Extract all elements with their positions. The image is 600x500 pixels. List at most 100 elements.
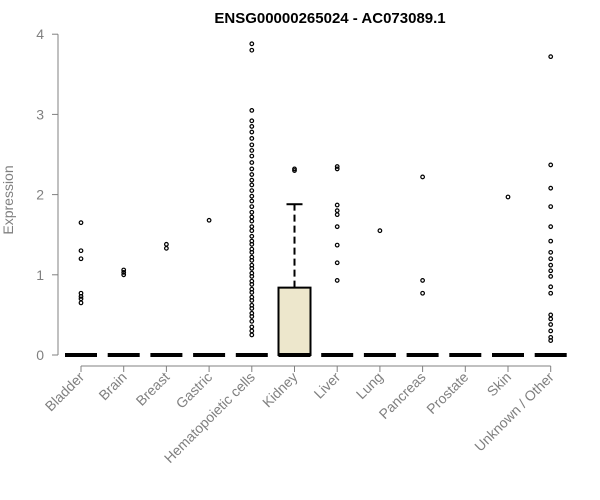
- y-tick-label: 1: [36, 267, 44, 283]
- outlier-point: [249, 41, 255, 47]
- outlier-point: [206, 217, 212, 223]
- outlier-point: [420, 174, 426, 180]
- outlier-point: [249, 148, 255, 153]
- outlier-point: [249, 238, 255, 244]
- y-tick-label: 0: [36, 347, 44, 363]
- outlier-point: [249, 278, 255, 284]
- outlier-point: [249, 129, 255, 135]
- outlier-point: [548, 290, 554, 296]
- outlier-point: [548, 268, 554, 274]
- x-tick-label: Kidney: [259, 369, 301, 411]
- outlier-point: [548, 256, 554, 262]
- outlier-point: [548, 322, 554, 327]
- outlier-point: [249, 124, 255, 129]
- outlier-point: [548, 312, 554, 318]
- outlier-point: [334, 278, 340, 283]
- outlier-point: [78, 248, 84, 254]
- outlier-point: [249, 182, 255, 188]
- outlier-point: [334, 208, 340, 214]
- box-breast: [150, 241, 183, 357]
- outlier-point: [249, 324, 255, 330]
- outlier-point: [249, 302, 255, 308]
- outlier-point: [420, 278, 426, 283]
- outlier-point: [548, 334, 554, 340]
- box-liver: [321, 164, 354, 357]
- outlier-point: [249, 246, 255, 252]
- outlier-point: [334, 224, 340, 230]
- outlier-point: [334, 212, 340, 218]
- outlier-point: [249, 118, 255, 124]
- outlier-point: [249, 172, 255, 177]
- outlier-point: [249, 310, 255, 316]
- box-skin: [492, 194, 524, 357]
- outlier-point: [121, 269, 127, 275]
- y-axis-label: Expression: [0, 165, 16, 234]
- outlier-point: [334, 164, 340, 169]
- outlier-point: [78, 300, 84, 306]
- outlier-point: [249, 204, 255, 210]
- x-tick-label: Bladder: [42, 369, 88, 415]
- x-tick-label: Skin: [484, 369, 515, 400]
- outlier-point: [249, 332, 255, 338]
- outlier-point: [334, 166, 340, 172]
- outlier-point: [163, 245, 169, 251]
- box-body: [277, 286, 312, 356]
- outlier-point: [163, 241, 169, 247]
- box-kidney: [277, 166, 312, 357]
- outlier-point: [548, 224, 554, 230]
- outlier-point: [249, 224, 255, 230]
- outlier-point: [249, 153, 255, 159]
- box-hematopoietic-cells: [235, 41, 268, 357]
- outlier-point: [548, 162, 554, 168]
- x-tick-label: Brain: [95, 369, 129, 403]
- outlier-point: [249, 160, 255, 165]
- outlier-point: [249, 198, 255, 204]
- outlier-point: [249, 233, 255, 239]
- y-tick-label: 4: [36, 26, 44, 42]
- box-pancreas: [406, 174, 439, 357]
- outlier-point: [249, 294, 255, 300]
- outlier-point: [334, 260, 340, 266]
- outlier-point: [292, 166, 297, 172]
- outlier-point: [505, 194, 511, 200]
- box-lung: [363, 228, 396, 357]
- outlier-point: [548, 262, 554, 268]
- x-tick-label: Breast: [133, 369, 173, 409]
- outlier-point: [249, 177, 255, 183]
- axes: 0 1 2 3 4: [36, 26, 552, 372]
- box-gastric: [193, 217, 226, 357]
- outlier-point: [249, 214, 255, 220]
- x-tick-label: Unknown / Other: [471, 369, 557, 455]
- outlier-point: [249, 142, 255, 148]
- outlier-point: [249, 166, 255, 172]
- box-brain: [107, 267, 140, 357]
- outlier-point: [249, 188, 255, 193]
- outlier-point: [548, 54, 554, 60]
- outlier-point: [249, 318, 255, 324]
- x-tick-label: Gastric: [173, 369, 216, 412]
- y-tick-label: 2: [36, 187, 44, 203]
- outlier-point: [548, 249, 554, 255]
- outlier-point: [249, 136, 255, 141]
- chart-title: ENSG00000265024 - AC073089.1: [214, 10, 445, 27]
- outlier-point: [420, 290, 426, 296]
- outlier-point: [548, 316, 554, 322]
- y-tick-label: 3: [36, 106, 44, 122]
- outlier-point: [78, 256, 84, 262]
- outlier-point: [292, 168, 297, 173]
- outlier-point: [334, 202, 340, 208]
- outlier-point: [334, 242, 340, 248]
- outlier-point: [249, 218, 255, 224]
- outlier-point: [548, 185, 554, 191]
- outlier-point: [249, 193, 255, 199]
- x-tick-label: Pancreas: [376, 369, 429, 422]
- outlier-point: [121, 267, 127, 273]
- outlier-point: [78, 290, 84, 296]
- box-group: [65, 41, 567, 357]
- outlier-point: [249, 262, 255, 268]
- outlier-point: [548, 328, 554, 334]
- outlier-point: [249, 286, 255, 292]
- outlier-point: [249, 254, 255, 260]
